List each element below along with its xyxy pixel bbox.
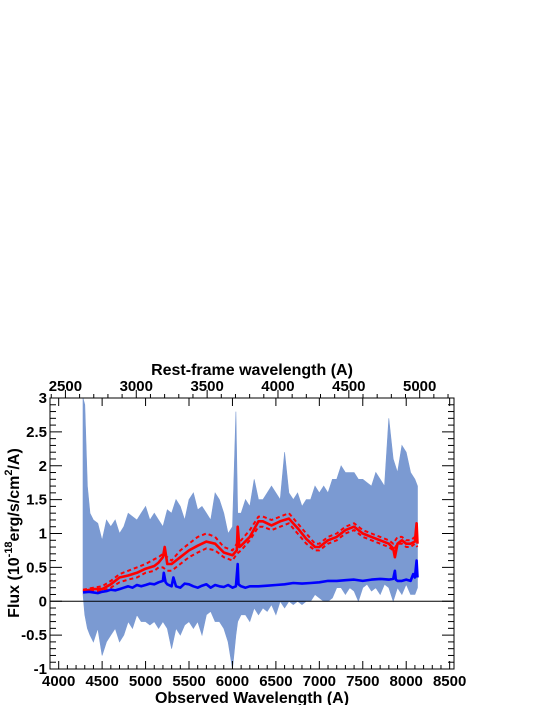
x-axis-title: Observed Wavelength (A) (155, 690, 349, 705)
top-axis-title: Rest-frame wavelength (A) (151, 362, 353, 379)
series-model-bound-1 (82, 512, 419, 591)
x2-tick-label: 3500 (190, 378, 223, 395)
y-tick-label: -1 (34, 661, 47, 678)
y-title-exp1: -18 (3, 541, 15, 557)
x-tick-label: 8000 (390, 673, 423, 690)
x-tick-label: 7000 (303, 673, 336, 690)
y-tick-label: 1 (39, 526, 47, 543)
x-tick-label: 5000 (129, 673, 162, 690)
y-tick-label: 3 (39, 390, 47, 407)
y-tick-label: 0 (39, 593, 47, 610)
y-axis-title: Flux (10-18erg/s/cm2/A) (3, 448, 23, 618)
series-model-fit (82, 517, 419, 593)
x-tick-label: 6000 (216, 673, 249, 690)
x2-tick-label: 4000 (261, 378, 294, 395)
x2-tick-label: 4500 (332, 378, 365, 395)
y-tick-label: 1.5 (26, 492, 47, 509)
y-tick-label: 2 (39, 458, 47, 475)
series-error (82, 559, 419, 595)
x-tick-label: 6500 (259, 673, 292, 690)
y-tick-label: 2.5 (26, 424, 47, 441)
y-title-base: Flux (10 (6, 557, 23, 618)
y-title-exp2: 2 (3, 470, 15, 476)
x2-tick-label: 5000 (403, 378, 436, 395)
tick-layer (50, 390, 454, 670)
x-tick-label: 4500 (85, 673, 118, 690)
x2-tick-label: 3000 (120, 378, 153, 395)
y-title-end: /A) (6, 448, 23, 469)
x-tick-label: 5500 (172, 673, 205, 690)
x-tick-label: 8500 (433, 673, 466, 690)
x2-tick-label: 2500 (49, 378, 82, 395)
x-tick-label: 7500 (346, 673, 379, 690)
y-tick-label: 0.5 (26, 559, 47, 576)
series-model-bound-2 (82, 522, 419, 593)
x-tick-label: 4000 (42, 673, 75, 690)
y-title-mid: erg/s/cm (6, 476, 23, 542)
tick-label-layer: 4000 4500 5000 5500 6000 6500 7000 7500 8000 8500… (21, 378, 466, 690)
y-tick-label: -0.5 (21, 627, 47, 644)
